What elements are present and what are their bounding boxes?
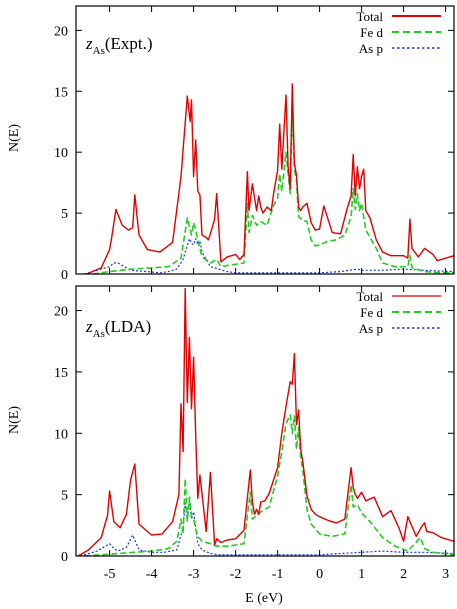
bottom-ytick-label: 20 [54, 305, 68, 320]
top-ytick-label: 10 [54, 146, 68, 161]
bottom-curves [77, 287, 455, 557]
top-legend-label-total: Total [356, 9, 383, 24]
top-curves [84, 83, 455, 275]
top-series-fe-d [92, 107, 454, 275]
xtick-label: 1 [358, 567, 365, 582]
xtick-label: -3 [188, 567, 200, 582]
xtick-label: 2 [400, 567, 407, 582]
bottom-legend-label-fe-d: Fe d [360, 305, 383, 320]
bottom-legend-label-total: Total [356, 289, 383, 304]
bottom-annotation-tail: (LDA) [105, 317, 151, 336]
top-ytick-label: 15 [54, 85, 68, 100]
top-ytick-label: 20 [54, 24, 68, 39]
top-ytick-label: 5 [61, 207, 68, 222]
top-annotation-tail: (Expt.) [105, 34, 153, 53]
bottom-annotation-sub: As [93, 328, 105, 340]
bottom-ytick-label: 5 [61, 489, 68, 504]
bottom-plot-frame [75, 285, 455, 557]
top-series-as-p [84, 238, 455, 275]
x-axis-label: E (eV) [245, 591, 283, 606]
bottom-ytick-label: 0 [61, 550, 68, 565]
bottom-ylabel: N(E) [7, 406, 22, 434]
bottom-ytick-label: 10 [54, 427, 68, 442]
top-legend-label-fe-d: Fe d [360, 25, 383, 40]
top-plot-frame [75, 5, 455, 275]
top-ylabel: N(E) [7, 124, 22, 152]
bottom-legend: Total Fe d As p [356, 289, 441, 336]
top-panel: 0 5 10 15 20 N(E) zAs(Expt.) Total Fe d As p [7, 5, 455, 283]
bottom-series-total [77, 287, 455, 557]
top-annotation-sub: As [93, 45, 105, 57]
xtick-label: -4 [146, 567, 158, 582]
xtick-label: 0 [316, 567, 323, 582]
top-axes: 0 5 10 15 20 [54, 6, 454, 283]
xtick-label: -2 [230, 567, 242, 582]
bottom-series-fe-d [84, 414, 455, 557]
bottom-panel: 0 5 10 15 20 -5 -4 -3 -2 -1 0 1 2 3 N(E) zAs(LDA) Tot… [7, 285, 455, 582]
bottom-annotation-main: z [85, 317, 93, 336]
bottom-annotation: zAs(LDA) [85, 317, 151, 340]
xtick-label: 3 [442, 567, 449, 582]
xtick-label: -5 [104, 567, 116, 582]
top-annotation: zAs(Expt.) [85, 34, 153, 57]
xtick-label: -1 [272, 567, 284, 582]
top-ytick-label: 0 [61, 268, 68, 283]
top-legend: Total Fe d As p [356, 9, 441, 56]
top-legend-label-as-p: As p [359, 41, 383, 56]
top-series-total [86, 83, 455, 275]
bottom-legend-label-as-p: As p [359, 321, 383, 336]
bottom-ytick-label: 15 [54, 366, 68, 381]
bottom-axes: 0 5 10 15 20 -5 -4 -3 -2 -1 0 1 2 3 [54, 286, 454, 582]
top-annotation-main: z [85, 34, 93, 53]
